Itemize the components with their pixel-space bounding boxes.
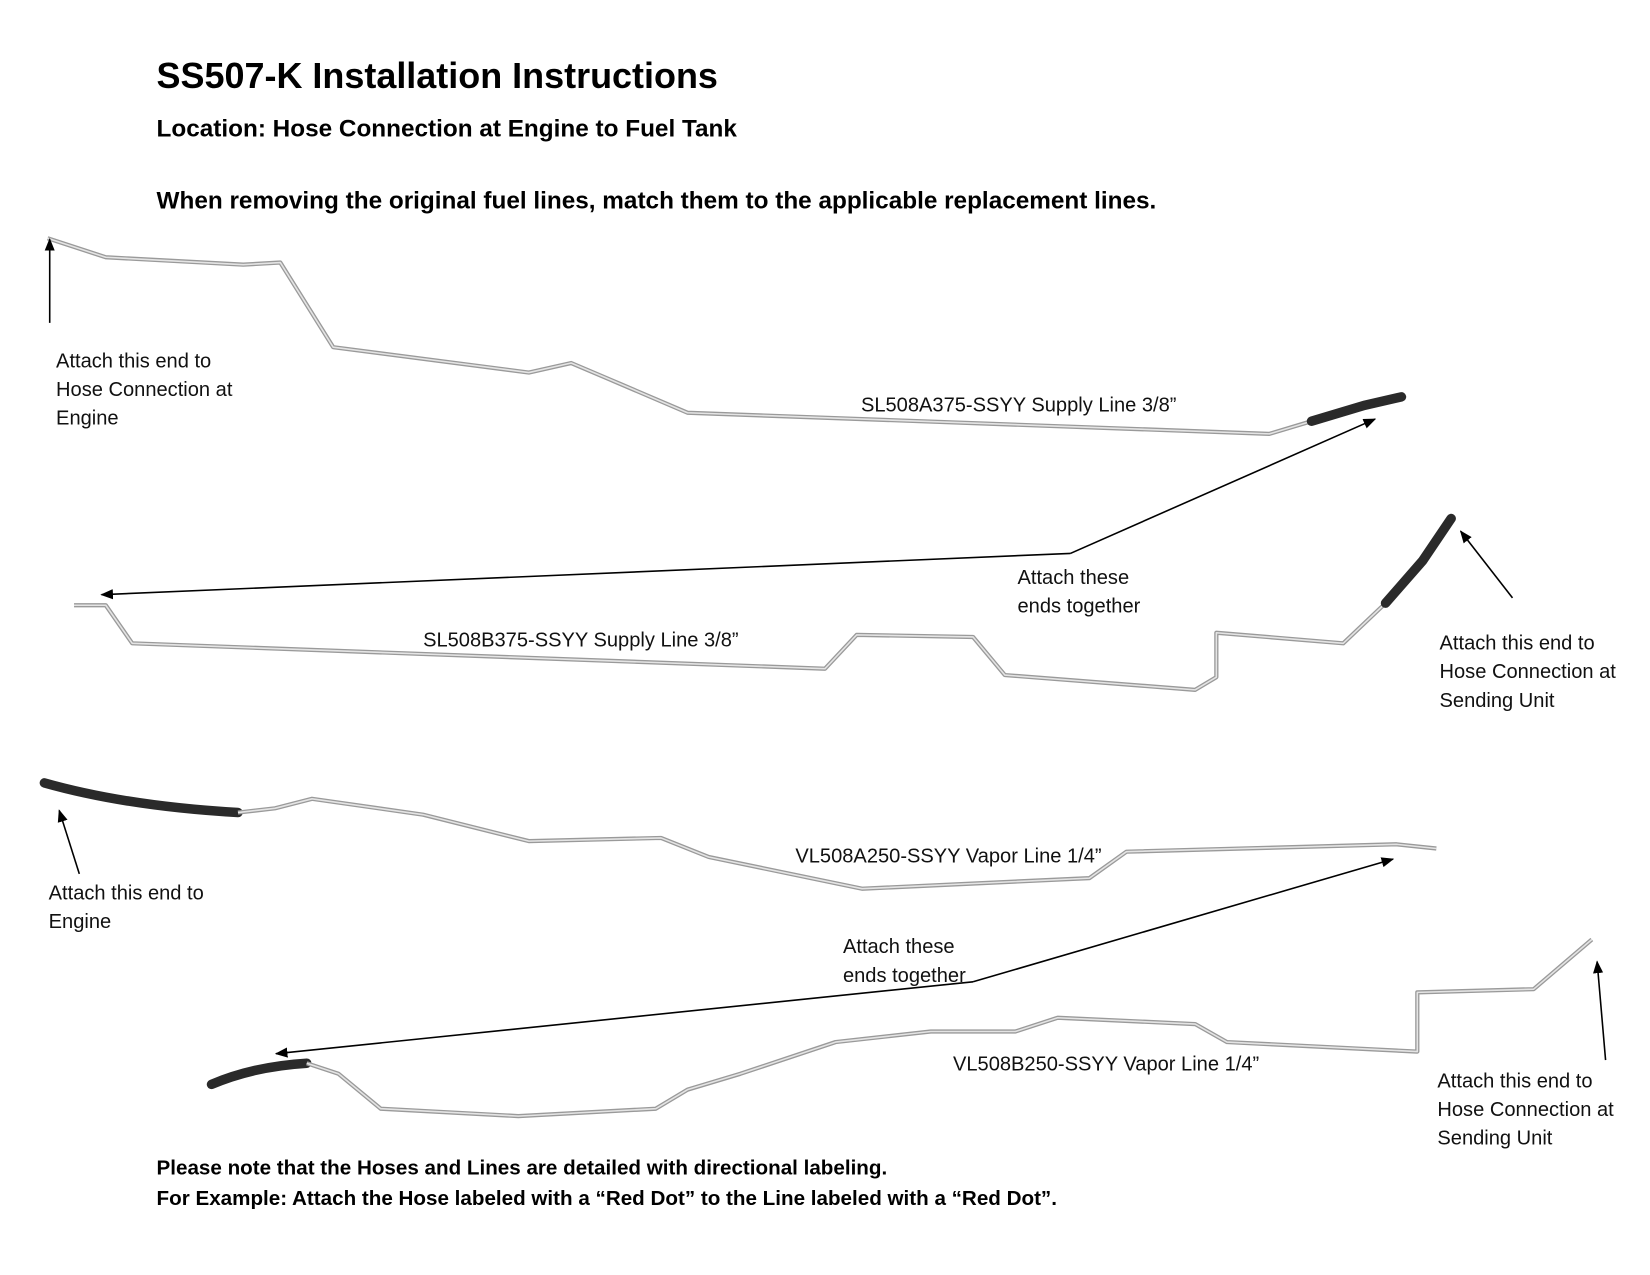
- callout-line: Engine: [56, 407, 119, 429]
- callout-line: Attach these: [1018, 567, 1130, 589]
- callout-line: Attach this end to: [1437, 1071, 1592, 1093]
- callout-line: ends together: [843, 965, 966, 987]
- callout-line: Attach these: [843, 936, 955, 958]
- tube-2: [74, 513, 1456, 692]
- callouts: Attach this end to Hose Connection at Engi…: [49, 350, 1617, 1149]
- callout-line: Sending Unit: [1437, 1128, 1552, 1150]
- callout-line: Hose Connection at: [56, 379, 233, 401]
- location: Location: Hose Connection at Engine to F…: [157, 116, 738, 143]
- callout-line: Attach this end to: [49, 882, 204, 904]
- callout-line: ends together: [1018, 596, 1141, 618]
- tube-4: [206, 937, 1594, 1119]
- note-line: For Example: Attach the Hose labeled wit…: [157, 1187, 1057, 1210]
- callout-line: Hose Connection at: [1440, 661, 1617, 683]
- callout-line: Sending Unit: [1440, 690, 1555, 712]
- instruction: When removing the original fuel lines, m…: [157, 188, 1157, 215]
- line-label: SL508B375-SSYY Supply Line 3/8”: [423, 629, 739, 651]
- callout-line: Engine: [49, 911, 112, 933]
- line-label: VL508B250-SSYY Vapor Line 1/4”: [953, 1054, 1259, 1076]
- title: SS507-K Installation Instructions: [157, 55, 718, 96]
- callout-line: Attach this end to: [1440, 633, 1595, 655]
- arrows: [44, 238, 1607, 1061]
- tube-3: [39, 778, 1437, 891]
- note-line: Please note that the Hoses and Lines are…: [157, 1156, 888, 1179]
- line-label: VL508A250-SSYY Vapor Line 1/4”: [795, 845, 1101, 867]
- tube-1: [46, 236, 1407, 437]
- callout-line: Attach this end to: [56, 350, 211, 372]
- line-label: SL508A375-SSYY Supply Line 3/8”: [861, 395, 1177, 417]
- callout-line: Hose Connection at: [1437, 1099, 1614, 1121]
